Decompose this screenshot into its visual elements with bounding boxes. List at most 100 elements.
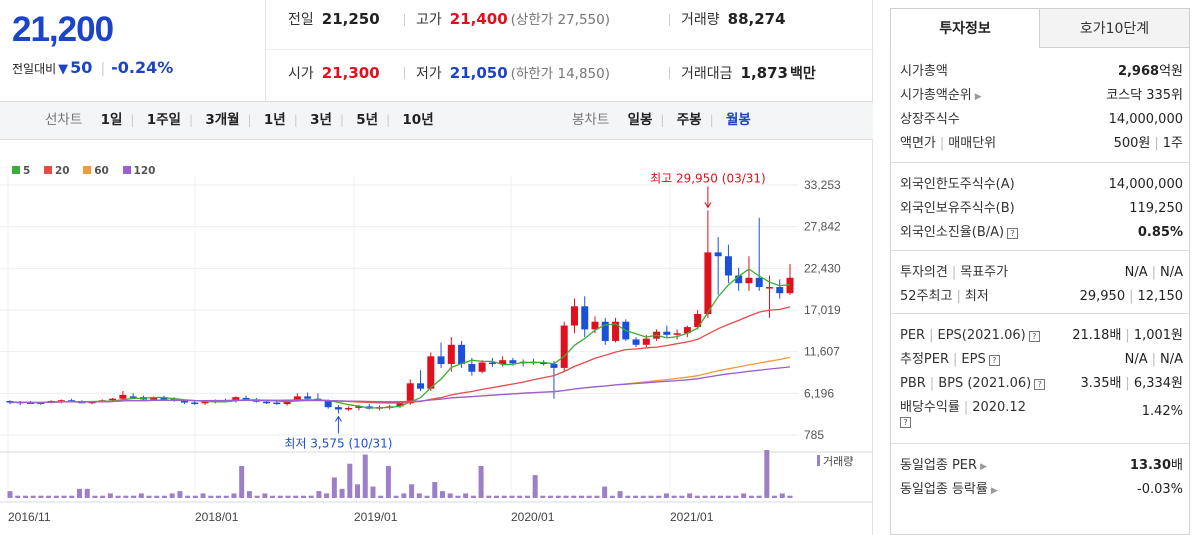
left-panel: 21,200 전일대비 ▼ 50 | -0.24% 전일 21,250 고가 21,400(… <box>0 0 874 535</box>
chart-tabbar: 선차트 1일 | 1주일 | 3개월 | 1년 | 3년 | 5년 | 10년 봉차트 일봉… <box>0 101 873 140</box>
shares-label: 상장주식수 <box>900 112 960 127</box>
divider: | <box>660 113 665 127</box>
market-cap-rank-row[interactable]: 시가총액순위 ▶ 코스닥 335위 <box>891 84 1189 108</box>
tab-1week[interactable]: 1주일 <box>146 112 181 128</box>
legend-swatch <box>83 166 92 174</box>
legend-label: 60 <box>94 165 109 177</box>
volume-bar <box>764 450 770 498</box>
per-value: 21.18배 | 1,001원 <box>1072 324 1183 348</box>
per-text: PER <box>900 328 926 343</box>
high-value: 21,400 <box>449 10 508 28</box>
candle <box>468 364 476 372</box>
upper-limit: (상한가 27,550) <box>510 12 610 28</box>
est-eps-text: EPS <box>961 352 986 367</box>
foreign-hold-value: 119,250 <box>1129 201 1183 216</box>
pbr-row: PBR | BPS (2021.06)? 3.35배 | 6,334원 <box>891 372 1189 396</box>
volume-bar <box>494 495 500 498</box>
help-icon[interactable]: ? <box>900 417 911 428</box>
y-tick-label: 27,842 <box>804 220 841 234</box>
par-value: 500원 | 1주 <box>1114 132 1183 156</box>
candle <box>601 321 609 341</box>
dividend-row: 배당수익률 | 2020.12 <box>891 396 1189 420</box>
divider: | <box>188 113 194 127</box>
stats-row: 전일 21,250 고가 21,400 (상한가 27,550) 거래량 88,274 <box>266 0 874 50</box>
low-value: 21,050 <box>449 64 508 82</box>
chart-canvas[interactable]: 33,253 27,842 22,430 17,019 11,607 6,196 785 20… <box>0 140 873 535</box>
tab-1day[interactable]: 1일 <box>100 112 123 128</box>
dividend-help: ? <box>900 410 911 434</box>
divider: | <box>953 352 958 367</box>
help-icon[interactable]: ? <box>988 355 1000 366</box>
volume-bar <box>30 495 36 498</box>
help-icon[interactable]: ? <box>1007 228 1019 239</box>
amount-unit: 백만 <box>789 66 816 82</box>
change-row: 전일대비 ▼ 50 | -0.24% <box>12 58 173 77</box>
volume-bar <box>532 475 538 498</box>
volume-bar <box>362 454 368 498</box>
amount-label: 거래대금 <box>681 66 733 82</box>
tab-orderbook[interactable]: 호가10단계 <box>1040 8 1190 48</box>
quote-summary: 21,200 전일대비 ▼ 50 | -0.24% 전일 21,250 고가 21,400(… <box>0 0 874 101</box>
volume-bar <box>424 495 430 498</box>
volume-bar <box>300 495 306 498</box>
info-tabs: 투자정보 호가10단계 <box>890 8 1190 48</box>
y-tick-label: 11,607 <box>804 345 840 359</box>
foreign-hold-row: 외국인보유주식수(B) 119,250 <box>891 197 1189 221</box>
volume-bar <box>192 495 198 498</box>
candle <box>345 407 353 410</box>
legend-ma5: 5 <box>12 165 30 177</box>
volume-bar <box>385 466 391 498</box>
volume-bar <box>741 493 747 498</box>
industry-per-label: 동일업종 PER ▶ <box>900 454 987 479</box>
x-tick-label: 2020/01 <box>511 510 555 524</box>
dividend-date: 2020.12 <box>972 400 1026 415</box>
arrow-right-icon: ▶ <box>974 92 982 102</box>
candle <box>704 252 712 314</box>
industry-per-text: 동일업종 PER <box>900 458 978 473</box>
tab-weekly[interactable]: 주봉 <box>676 112 702 128</box>
amount-value: 1,873 <box>740 64 788 82</box>
tab-5years[interactable]: 5년 <box>356 112 379 128</box>
tab-3years[interactable]: 3년 <box>310 112 332 128</box>
volume-bar <box>270 495 276 498</box>
tab-3months[interactable]: 3개월 <box>205 112 240 128</box>
help-icon[interactable]: ? <box>1028 331 1040 342</box>
volume-bar <box>470 495 476 498</box>
volume-bar <box>77 488 83 498</box>
tab-1year[interactable]: 1년 <box>263 112 286 128</box>
volume-bar <box>548 495 554 498</box>
line-chart-label: 선차트 <box>45 112 83 128</box>
foreign-limit-row: 외국인한도주식수(A) 14,000,000 <box>891 173 1189 197</box>
volume-bar <box>216 495 222 498</box>
legend-label: 5 <box>23 165 31 177</box>
help-icon[interactable]: ? <box>1034 379 1046 390</box>
tab-daily[interactable]: 일봉 <box>627 112 653 128</box>
bps-text: BPS (2021.06) <box>938 376 1032 391</box>
candle <box>755 277 763 288</box>
divider: | <box>293 113 298 127</box>
candle <box>37 402 45 405</box>
par-label: 액면가 | 매매단위 <box>900 132 996 156</box>
divider: | <box>929 328 934 343</box>
volume-bar <box>486 495 492 498</box>
opinion-row: 투자의견 | 목표주가 N/A | N/A <box>891 261 1189 285</box>
x-tick-label: 2018/01 <box>195 510 239 524</box>
candle <box>129 396 137 398</box>
foreign-ratio-label: 외국인소진율(B/A)? <box>900 221 1019 245</box>
candle <box>273 402 281 405</box>
divider: | <box>386 113 391 127</box>
industry-rate-row[interactable]: 동일업종 등락률 ▶ -0.03% <box>891 478 1189 502</box>
legend-swatch <box>122 166 131 174</box>
legend-ma60: 60 <box>83 165 109 177</box>
y-tick-label: 785 <box>804 428 824 442</box>
tab-10years[interactable]: 10년 <box>402 112 434 128</box>
tab-invest-info[interactable]: 투자정보 <box>890 8 1040 48</box>
tab-monthly[interactable]: 월봉 <box>725 112 751 128</box>
candle <box>765 287 773 289</box>
candle <box>304 396 312 399</box>
down-triangle-icon: ▼ <box>58 62 69 77</box>
volume-bar <box>463 493 469 498</box>
candle <box>160 397 168 400</box>
industry-per-row[interactable]: 동일업종 PER ▶ 13.30배 <box>891 454 1189 478</box>
volume-bar <box>640 495 646 498</box>
